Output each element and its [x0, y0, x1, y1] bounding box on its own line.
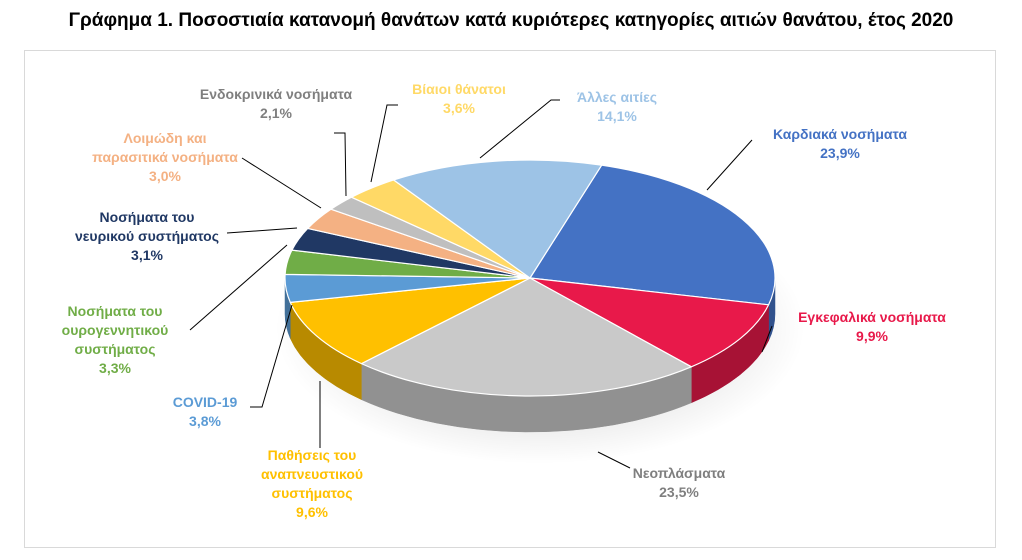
slice-value-label-3: 9,6% [296, 504, 328, 520]
slice-value-label-0: 23,9% [820, 145, 860, 161]
slice-name-label-5: συστήματος [75, 341, 156, 357]
pie-slice-1[interactable] [529, 277, 770, 368]
chart-title: Γράφημα 1. Ποσοστιαία κατανομή θανάτων κ… [68, 10, 954, 31]
pie-slice-2[interactable] [360, 277, 692, 397]
slice-name-label-8: Ενδοκρινικά νοσήματα [200, 86, 353, 102]
leader-lines [189, 99, 773, 469]
slice-name-label-5: ουρογεννητικού [62, 322, 169, 338]
pie-slice-3[interactable] [289, 277, 531, 365]
slice-name-label-3: συστήματος [272, 485, 353, 501]
pie-slices [284, 159, 776, 397]
leader-line-2 [597, 451, 631, 469]
leader-line-5 [189, 244, 288, 331]
slice-name-label-3: αναπνευστικού [261, 466, 363, 482]
slice-label-10: Άλλες αιτίες 14,1% [577, 89, 657, 124]
slice-label-5: Νοσήματα του ουρογεννητικού συστήματος 3,3% [62, 303, 169, 376]
slice-value-label-8: 2,1% [260, 105, 292, 121]
slice-label-9: Βίαιοι θάνατοι 3,6% [412, 81, 506, 116]
slice-name-label-5: Νοσήματα του [68, 303, 163, 319]
slice-value-label-10: 14,1% [597, 108, 637, 124]
slice-label-2: Νεοπλάσματα 23,5% [633, 465, 726, 500]
slice-name-label-0: Καρδιακά νοσήματα [773, 126, 907, 142]
slice-name-label-2: Νεοπλάσματα [633, 465, 726, 481]
leader-line-8 [334, 132, 347, 197]
slice-labels: Καρδιακά νοσήματα 23,9% Εγκεφαλικά νοσήματ… [62, 81, 947, 520]
slice-label-3: Παθήσεις του αναπνευστικού συστήματος 9,6% [261, 447, 363, 520]
slice-label-8: Ενδοκρινικά νοσήματα 2,1% [200, 86, 353, 121]
slice-label-6: Νοσήματα του νευρικού συστήματος 3,1% [75, 209, 219, 263]
slice-name-label-9: Βίαιοι θάνατοι [412, 81, 506, 97]
slice-name-label-6: Νοσήματα του [100, 209, 195, 225]
chart-frame [24, 50, 996, 548]
leader-line-1 [761, 325, 773, 353]
slice-name-label-7: Λοιμώδη και [124, 130, 207, 146]
leader-line-4 [250, 304, 293, 408]
leader-line-9 [370, 104, 398, 183]
slice-value-label-9: 3,6% [443, 100, 475, 116]
slice-name-label-4: COVID-19 [173, 394, 238, 410]
slice-label-1: Εγκεφαλικά νοσήματα 9,9% [798, 309, 946, 344]
slice-value-label-4: 3,8% [189, 413, 221, 429]
slice-label-0: Καρδιακά νοσήματα 23,9% [773, 126, 907, 161]
pie-slice-0[interactable] [529, 164, 776, 306]
leader-line-7 [241, 157, 322, 209]
slice-name-label-6: νευρικού συστήματος [75, 228, 219, 244]
slice-name-label-3: Παθήσεις του [268, 447, 357, 463]
leader-line-10 [479, 99, 560, 159]
slice-name-label-10: Άλλες αιτίες [577, 89, 657, 105]
leader-line-0 [706, 139, 753, 191]
slice-name-label-7: παρασιτικά νοσήματα [92, 149, 238, 165]
slice-label-4: COVID-19 3,8% [173, 394, 238, 429]
slice-name-label-1: Εγκεφαλικά νοσήματα [798, 309, 946, 325]
slice-value-label-6: 3,1% [131, 247, 163, 263]
slice-value-label-2: 23,5% [659, 484, 699, 500]
slice-value-label-5: 3,3% [99, 360, 131, 376]
slice-value-label-7: 3,0% [149, 168, 181, 184]
leader-line-6 [226, 227, 298, 234]
slice-value-label-1: 9,9% [856, 328, 888, 344]
slice-label-7: Λοιμώδη και παρασιτικά νοσήματα 3,0% [92, 130, 238, 184]
pie-slice-10[interactable] [393, 159, 603, 279]
